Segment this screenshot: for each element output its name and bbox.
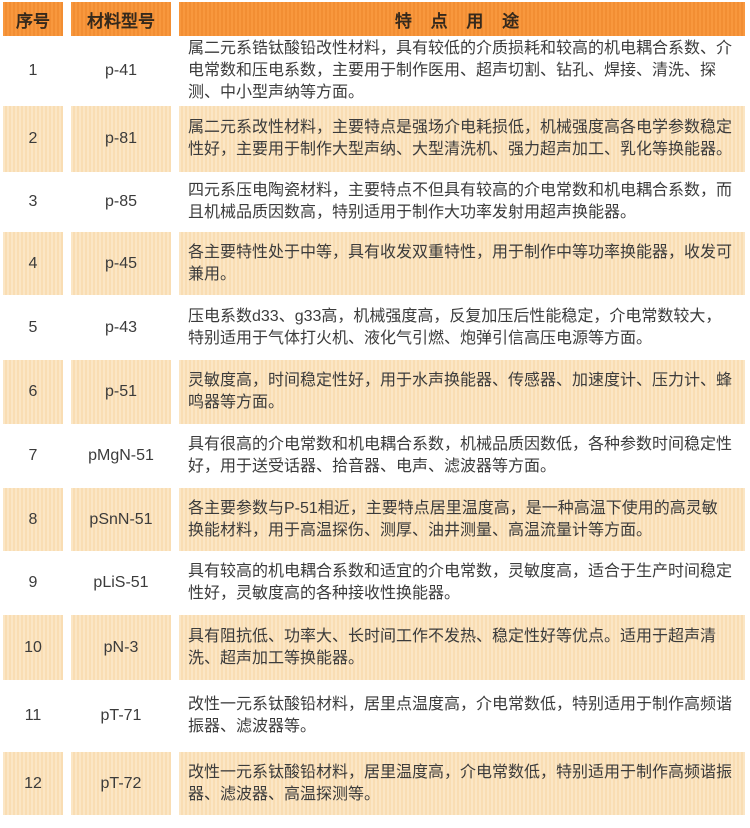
row-description-text: 四元系压电陶瓷材料，主要特点不但具有较高的介电常数和机电耦合系数，而且机械品质因… — [188, 182, 733, 221]
row-model: p-51 — [71, 360, 171, 424]
row-description-text: 具有很高的介电常数和机电耦合系数，机械品质因数低，各种参数时间稳定性好，用于送受… — [188, 436, 733, 475]
table-row: 4 p-45 各主要特性处于中等，具有收发双重特性，用于制作中等功率换能器，收发… — [3, 232, 745, 295]
row-model: pT-72 — [71, 752, 171, 815]
row-model: pN-3 — [71, 615, 171, 680]
row-model: pT-71 — [100, 707, 142, 724]
row-description: 各主要特性处于中等，具有收发双重特性，用于制作中等功率换能器，收发可兼用。 — [179, 232, 745, 295]
row-serial: 7 — [28, 447, 38, 464]
row-serial: 3 — [28, 193, 38, 210]
row-description-text: 改性一元系钛酸铅材料，居里温度高，介电常数低，特别适用于制作高频谐振器、滤波器、… — [188, 763, 733, 803]
table-row: 9 pLiS-51 具有较高的机电耦合系数和适宜的介电常数，灵敏度高，适合于生产… — [3, 551, 745, 615]
row-description: 压电系数d33、g33高，机械强度高，反复加压后性能稳定，介电常数较大，特别适用… — [179, 295, 745, 360]
row-description: 灵敏度高，时间稳定性好，用于水声换能器、传感器、加速度计、压力计、蜂鸣器等方面。 — [179, 360, 745, 424]
row-description-text: 具有较高的机电耦合系数和适宜的介电常数，灵敏度高，适合于生产时间稳定性好，灵敏度… — [188, 563, 733, 602]
table-row: 12 pT-72 改性一元系钛酸铅材料，居里温度高，介电常数低，特别适用于制作高… — [3, 752, 745, 815]
row-description-text: 灵敏度高，时间稳定性好，用于水声换能器、传感器、加速度计、压力计、蜂鸣器等方面。 — [188, 372, 733, 411]
row-model: pMgN-51 — [88, 447, 154, 464]
table-row: 10 pN-3 具有阻抗低、功率大、长时间工作不发热、稳定性好等优点。适用于超声… — [3, 615, 745, 680]
row-serial: 1 — [28, 62, 38, 79]
row-serial: 12 — [3, 752, 63, 815]
row-serial: 6 — [3, 360, 63, 424]
header-serial-number: 序号 — [3, 2, 63, 36]
row-description: 改性一元系钛酸铅材料，居里温度高，介电常数低，特别适用于制作高频谐振器、滤波器、… — [179, 752, 745, 815]
table-row: 11 pT-71 改性一元系钛酸铅材料，居里点温度高，介电常数低，特别适用于制作… — [3, 680, 745, 752]
table-row: 7 pMgN-51 具有很高的介电常数和机电耦合系数，机械品质因数低，各种参数时… — [3, 424, 745, 488]
table-row: 6 p-51 灵敏度高，时间稳定性好，用于水声换能器、传感器、加速度计、压力计、… — [3, 360, 745, 424]
table-row: 2 p-81 属二元系改性材料，主要特点是强场介电耗损低，机械强度高各电学参数稳… — [3, 106, 745, 172]
row-serial: 9 — [28, 574, 38, 591]
header-material-model: 材料型号 — [71, 2, 171, 36]
table-header-row: 序号 材料型号 特 点 用 途 — [3, 2, 745, 36]
table-row: 8 pSnN-51 各主要参数与P-51相近，主要特点居里温度高，是一种高温下使… — [3, 488, 745, 551]
row-description: 改性一元系钛酸铅材料，居里点温度高，介电常数低，特别适用于制作高频谐振器、滤波器… — [179, 680, 745, 752]
row-description-text: 属二元系改性材料，主要特点是强场介电耗损低，机械强度高各电学参数稳定性好，主要用… — [188, 119, 733, 158]
row-serial: 10 — [3, 615, 63, 680]
row-serial: 5 — [28, 318, 38, 336]
row-model: p-43 — [104, 318, 138, 336]
row-description-text: 改性一元系钛酸铅材料，居里点温度高，介电常数低，特别适用于制作高频谐振器、滤波器… — [188, 696, 733, 735]
row-description: 具有较高的机电耦合系数和适宜的介电常数，灵敏度高，适合于生产时间稳定性好，灵敏度… — [179, 551, 745, 615]
row-description-text: 压电系数d33、g33高，机械强度高，反复加压后性能稳定，介电常数较大，特别适用… — [188, 307, 722, 347]
row-serial: 11 — [24, 707, 42, 724]
table-row: 5 p-43 压电系数d33、g33高，机械强度高，反复加压后性能稳定，介电常数… — [3, 295, 745, 360]
row-description: 具有阻抗低、功率大、长时间工作不发热、稳定性好等优点。适用于超声清洗、超声加工等… — [179, 615, 745, 680]
row-model: pSnN-51 — [71, 488, 171, 551]
row-description-text: 属二元系锆钛酸铅改性材料，具有较低的介质损耗和较高的机电耦合系数、介电常数和压电… — [188, 40, 733, 101]
row-description-text: 各主要特性处于中等，具有收发双重特性，用于制作中等功率换能器，收发可兼用。 — [188, 243, 733, 283]
row-serial: 2 — [3, 106, 63, 172]
row-description: 属二元系锆钛酸铅改性材料，具有较低的介质损耗和较高的机电耦合系数、介电常数和压电… — [179, 36, 745, 106]
row-description: 四元系压电陶瓷材料，主要特点不但具有较高的介电常数和机电耦合系数，而且机械品质因… — [179, 172, 745, 232]
row-model: p-41 — [104, 62, 138, 79]
header-features-uses: 特 点 用 途 — [179, 2, 745, 36]
row-model: p-45 — [71, 232, 171, 295]
row-model: p-85 — [104, 193, 138, 210]
row-description: 属二元系改性材料，主要特点是强场介电耗损低，机械强度高各电学参数稳定性好，主要用… — [179, 106, 745, 172]
row-model: p-81 — [71, 106, 171, 172]
table-row: 3 p-85 四元系压电陶瓷材料，主要特点不但具有较高的介电常数和机电耦合系数，… — [3, 172, 745, 232]
row-serial: 4 — [3, 232, 63, 295]
row-description: 具有很高的介电常数和机电耦合系数，机械品质因数低，各种参数时间稳定性好，用于送受… — [179, 424, 745, 488]
row-model: pLiS-51 — [93, 574, 149, 591]
row-serial: 8 — [3, 488, 63, 551]
row-description: 各主要参数与P-51相近，主要特点居里温度高，是一种高温下使用的高灵敏换能材料，… — [179, 488, 745, 551]
row-description-text: 各主要参数与P-51相近，主要特点居里温度高，是一种高温下使用的高灵敏换能材料，… — [188, 499, 718, 539]
table-row: 1 p-41 属二元系锆钛酸铅改性材料，具有较低的介质损耗和较高的机电耦合系数、… — [3, 36, 745, 106]
row-description-text: 具有阻抗低、功率大、长时间工作不发热、稳定性好等优点。适用于超声清洗、超声加工等… — [188, 627, 717, 667]
